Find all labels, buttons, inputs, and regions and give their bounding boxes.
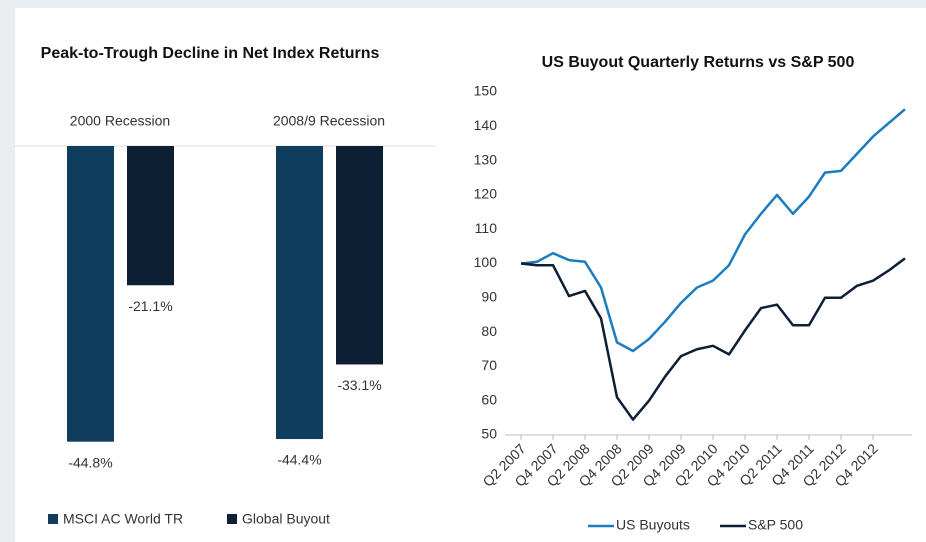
- value-label: -21.1%: [128, 298, 172, 314]
- y-tick-label: 110: [475, 220, 498, 236]
- y-tick-label: 120: [474, 186, 498, 202]
- category-label: 2000 Recession: [70, 113, 170, 129]
- chart-title: Peak-to-Trough Decline in Net Index Retu…: [40, 45, 380, 62]
- value-label: -44.8%: [68, 454, 112, 470]
- legend-label: MSCI AC World TR: [63, 511, 183, 527]
- y-tick-label: 150: [474, 83, 498, 99]
- value-label: -44.4%: [277, 452, 321, 468]
- legend-label: S&P 500: [748, 517, 803, 533]
- chart-title: US Buyout Quarterly Returns vs S&P 500: [541, 54, 855, 71]
- bar: [336, 146, 383, 365]
- y-tick-label: 70: [481, 357, 497, 373]
- bar: [67, 146, 114, 442]
- legend-swatch: [227, 514, 237, 524]
- legend-swatch: [48, 514, 58, 524]
- y-tick-label: 60: [481, 391, 497, 407]
- bar: [276, 146, 323, 440]
- category-label: 2008/9 Recession: [273, 113, 385, 129]
- legend-label: US Buyouts: [616, 517, 690, 533]
- y-tick-label: 130: [474, 151, 498, 167]
- bar: [127, 146, 174, 286]
- value-label: -33.1%: [337, 377, 381, 393]
- y-tick-label: 80: [481, 323, 497, 339]
- y-tick-label: 100: [474, 254, 498, 270]
- line: [520, 257, 906, 421]
- line: [520, 108, 906, 353]
- y-tick-label: 50: [481, 426, 497, 442]
- y-tick-label: 90: [481, 289, 497, 305]
- legend-label: Global Buyout: [242, 511, 330, 527]
- y-tick-label: 140: [474, 117, 498, 133]
